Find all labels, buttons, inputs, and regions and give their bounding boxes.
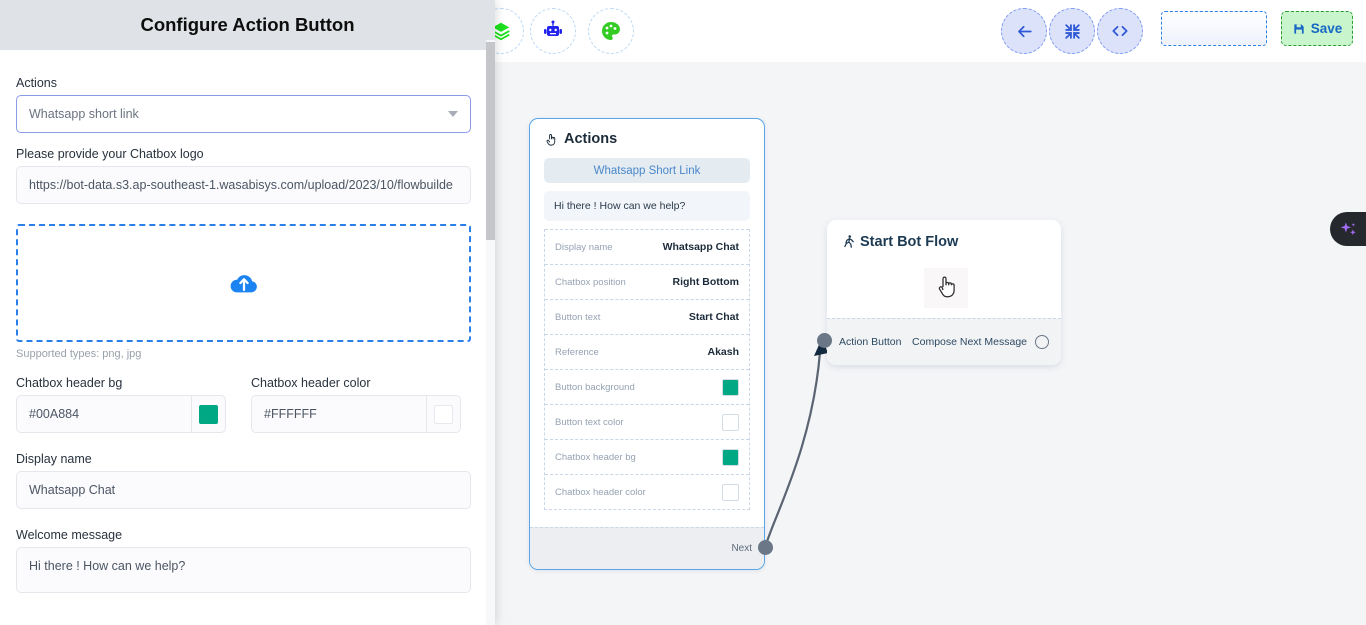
node-actions-properties: Display name Whatsapp Chat Chatbox positio… bbox=[544, 229, 750, 510]
ai-assist-button[interactable] bbox=[1330, 212, 1366, 246]
node-property-color-swatch bbox=[722, 483, 739, 501]
pointing-hand-cursor-icon bbox=[938, 276, 955, 298]
node-property-row: Display name Whatsapp Chat bbox=[545, 229, 749, 264]
node-actions-tag: Whatsapp Short Link bbox=[544, 158, 750, 183]
fit-view-button[interactable] bbox=[1049, 8, 1095, 54]
node-property-key: Button background bbox=[555, 381, 635, 393]
handle-label-compose-next-message: Compose Next Message bbox=[912, 336, 1027, 348]
chatbox-header-color-label: Chatbox header color bbox=[251, 376, 371, 390]
save-icon bbox=[1294, 23, 1304, 34]
save-label: Save bbox=[1310, 21, 1343, 36]
panel-body: Actions Whatsapp short link Please provi… bbox=[0, 50, 487, 625]
node-property-value: Akash bbox=[707, 346, 739, 358]
pointer-cursor-preview bbox=[924, 268, 968, 308]
node-property-color-swatch bbox=[722, 413, 739, 431]
node-property-key: Chatbox position bbox=[555, 276, 626, 288]
back-button[interactable] bbox=[1001, 8, 1047, 54]
actions-select-value: Whatsapp short link bbox=[29, 107, 139, 121]
node-actions-next-label: Next bbox=[731, 543, 752, 554]
chatbox-header-color-input[interactable]: #FFFFFF bbox=[251, 395, 426, 433]
chatbox-logo-input[interactable]: https://bot-data.s3.ap-southeast-1.wasab… bbox=[16, 166, 471, 204]
chatbox-logo-label: Please provide your Chatbox logo bbox=[16, 147, 204, 161]
node-property-row: Reference Akash bbox=[545, 334, 749, 369]
node-actions-footer: Next bbox=[530, 527, 764, 569]
logo-upload-dropzone[interactable] bbox=[16, 224, 471, 342]
chatbox-header-bg-group: Chatbox header bg #00A884 bbox=[16, 376, 226, 433]
welcome-message-textarea[interactable]: Hi there ! How can we help? bbox=[16, 547, 471, 593]
node-property-value: Start Chat bbox=[688, 311, 739, 323]
save-button[interactable]: Save bbox=[1281, 11, 1353, 46]
node-property-color-swatch bbox=[722, 448, 739, 466]
color-swatch bbox=[434, 404, 453, 424]
welcome-message-label: Welcome message bbox=[16, 528, 123, 542]
chatbox-header-color-group: Chatbox header color #FFFFFF bbox=[251, 376, 461, 433]
color-fields-row: Chatbox header bg #00A884 Chatbox header… bbox=[16, 376, 471, 433]
node-property-row: Button text Start Chat bbox=[545, 299, 749, 334]
node-property-value: Right Bottom bbox=[672, 276, 739, 288]
palette-icon bbox=[601, 22, 620, 40]
panel-scrollbar-thumb[interactable] bbox=[486, 42, 495, 240]
node-property-value: Whatsapp Chat bbox=[662, 241, 739, 253]
node-start-header: Start Bot Flow bbox=[841, 233, 1047, 250]
robot-icon bbox=[544, 20, 562, 36]
node-property-row: Chatbox header color bbox=[545, 474, 749, 509]
palette-icon-button[interactable] bbox=[588, 8, 634, 54]
chevron-down-icon bbox=[448, 111, 458, 117]
actions-label: Actions bbox=[16, 76, 57, 90]
layers-icon bbox=[492, 22, 510, 41]
display-name-input[interactable]: Whatsapp Chat bbox=[16, 471, 471, 509]
arrow-left-icon bbox=[1017, 25, 1032, 37]
node-property-row: Chatbox header bg bbox=[545, 439, 749, 474]
node-start-title-label: Start Bot Flow bbox=[860, 233, 959, 250]
node-actions-body: Actions Whatsapp Short Link Hi there ! H… bbox=[530, 119, 764, 516]
panel-header: Configure Action Button bbox=[0, 0, 495, 50]
handle-actions-next[interactable] bbox=[758, 540, 773, 555]
edge-actions-to-start bbox=[763, 351, 822, 549]
node-actions-message: Hi there ! How can we help? bbox=[544, 191, 750, 221]
handle-label-action-button: Action Button bbox=[839, 336, 902, 348]
handle-compose-next-message[interactable] bbox=[1035, 335, 1049, 349]
sparkles-icon bbox=[1340, 222, 1356, 235]
node-actions[interactable]: Actions Whatsapp Short Link Hi there ! H… bbox=[529, 118, 765, 570]
click-hand-icon bbox=[546, 133, 556, 146]
node-start-bot-flow[interactable]: Start Bot Flow Action Button Compose Nex… bbox=[827, 220, 1061, 365]
cloud-upload-icon bbox=[230, 275, 257, 293]
node-property-key: Reference bbox=[555, 346, 599, 358]
node-property-row: Button text color bbox=[545, 404, 749, 439]
running-person-icon bbox=[844, 235, 854, 248]
chatbox-header-color-swatch[interactable] bbox=[426, 395, 461, 433]
handle-action-button[interactable] bbox=[817, 333, 832, 348]
flow-name-input[interactable] bbox=[1161, 11, 1267, 46]
node-actions-header: Actions bbox=[544, 131, 750, 147]
node-property-key: Button text bbox=[555, 311, 601, 323]
chatbox-header-bg-input[interactable]: #00A884 bbox=[16, 395, 191, 433]
configure-action-button-panel: Configure Action Button Actions Whatsapp… bbox=[0, 0, 495, 625]
node-start-footer: Action Button Compose Next Message bbox=[827, 318, 1061, 365]
color-swatch bbox=[199, 404, 218, 424]
node-property-key: Chatbox header color bbox=[555, 486, 646, 498]
node-start-head: Start Bot Flow bbox=[827, 220, 1061, 250]
code-view-button[interactable] bbox=[1097, 8, 1143, 54]
panel-scrollbar-track[interactable] bbox=[486, 40, 495, 625]
node-property-key: Display name bbox=[555, 241, 613, 253]
chatbox-header-bg-label: Chatbox header bg bbox=[16, 376, 123, 390]
actions-select[interactable]: Whatsapp short link bbox=[16, 95, 471, 133]
node-property-row: Button background bbox=[545, 369, 749, 404]
node-actions-title: Actions bbox=[564, 131, 618, 147]
chatbox-header-bg-swatch[interactable] bbox=[191, 395, 226, 433]
collapse-arrows-icon bbox=[1064, 23, 1080, 39]
page-title: Configure Action Button bbox=[140, 14, 355, 35]
node-property-key: Button text color bbox=[555, 416, 624, 428]
robot-icon-button[interactable] bbox=[530, 8, 576, 54]
node-property-row: Chatbox position Right Bottom bbox=[545, 264, 749, 299]
supported-types-hint: Supported types: png, jpg bbox=[16, 348, 142, 360]
display-name-label: Display name bbox=[16, 452, 92, 466]
node-property-key: Chatbox header bg bbox=[555, 451, 636, 463]
node-property-color-swatch bbox=[722, 378, 739, 396]
code-icon bbox=[1112, 25, 1128, 37]
